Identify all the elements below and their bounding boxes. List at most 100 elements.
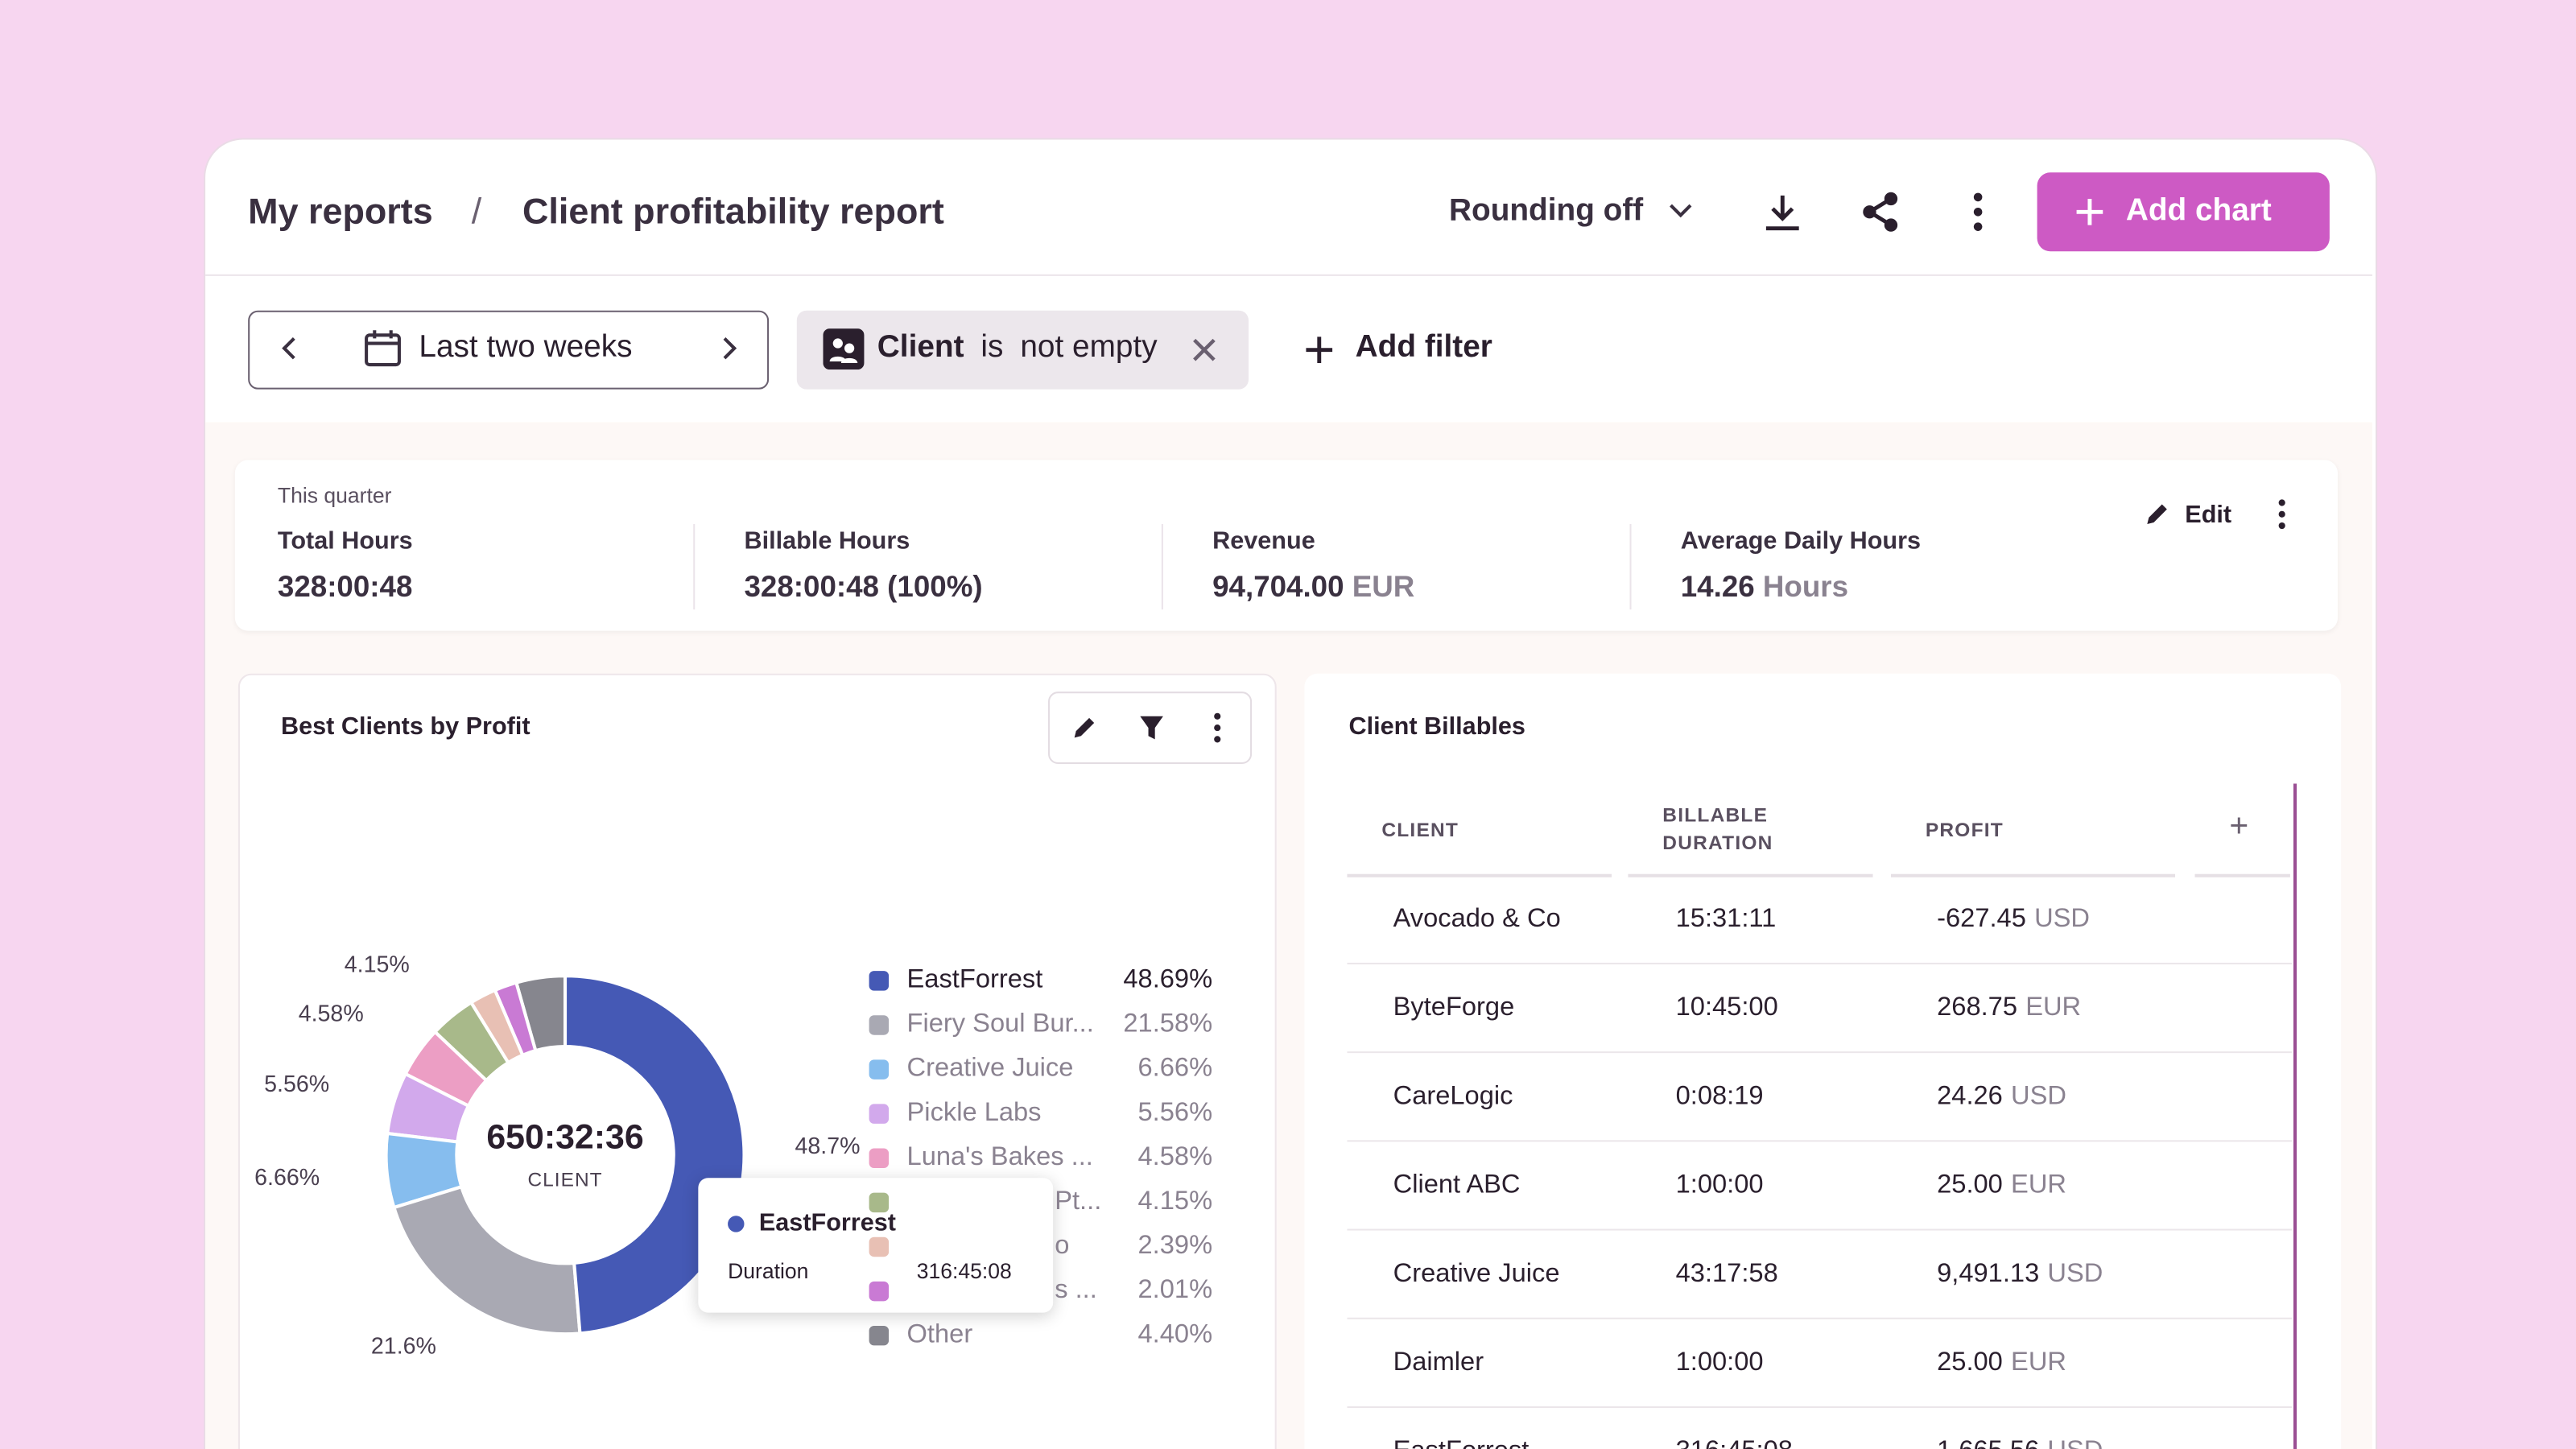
legend-swatch <box>869 1236 890 1257</box>
filter-operator: is <box>980 330 1004 365</box>
edit-icon[interactable] <box>2144 501 2170 527</box>
share-icon[interactable] <box>1860 191 1902 233</box>
duration-cell: 15:31:11 <box>1675 905 1777 934</box>
currency-cell: EUR <box>2011 1171 2066 1199</box>
slice-label: 6.66% <box>254 1165 320 1191</box>
currency-cell: USD <box>2047 1438 2103 1449</box>
profit-cell: 25.00 <box>1937 1171 2003 1199</box>
calendar-icon <box>365 330 401 367</box>
client-icon <box>823 328 865 370</box>
metric-unit: Hours <box>1762 570 1849 603</box>
legend-name: Creative Juice <box>906 1055 1074 1083</box>
legend-value: 21.58% <box>1123 1010 1213 1038</box>
legend-swatch <box>869 1281 890 1302</box>
summary-card <box>234 460 2339 631</box>
metric-value: 328:00:48 (100%) <box>744 570 983 603</box>
legend-value: 6.66% <box>1137 1055 1213 1083</box>
edit-icon[interactable] <box>1071 715 1098 741</box>
filter-icon[interactable] <box>1138 715 1165 741</box>
more-icon[interactable] <box>2270 497 2293 530</box>
legend-name: Pt... <box>1055 1187 1102 1216</box>
tooltip-value: 316:45:08 <box>916 1258 1012 1283</box>
metric-value: 328:00:48 <box>277 570 413 603</box>
row-divider <box>1347 1406 2292 1408</box>
row-divider <box>1347 1228 2292 1231</box>
table-card <box>1304 673 2342 1449</box>
filter-value: not empty <box>1020 330 1158 365</box>
slice-label: 5.56% <box>264 1071 329 1097</box>
center-value: 650:32:36 <box>486 1118 643 1157</box>
legend-name: s ... <box>1055 1276 1097 1305</box>
metric-value: 94,704.00 <box>1212 570 1344 603</box>
client-filter[interactable] <box>796 310 1249 390</box>
more-icon[interactable] <box>1965 191 1992 233</box>
prev-icon[interactable] <box>273 332 306 365</box>
download-icon[interactable] <box>1761 191 1804 233</box>
row-divider <box>1347 1317 2292 1319</box>
chart-toolbar <box>1048 691 1253 764</box>
remove-filter-icon[interactable] <box>1190 335 1220 365</box>
metric-label: Revenue <box>1212 527 1315 555</box>
column-underline <box>1628 873 1873 877</box>
add-filter[interactable]: Add filter <box>1355 330 1492 365</box>
column-underline <box>1890 873 2176 877</box>
legend-swatch <box>869 1104 890 1124</box>
legend-swatch <box>869 1325 890 1346</box>
rounding-dropdown[interactable]: Rounding off <box>1449 193 1644 229</box>
date-picker[interactable] <box>248 310 770 390</box>
metric-divider <box>1629 524 1632 610</box>
row-divider <box>1347 1051 2292 1054</box>
legend-value: 4.40% <box>1137 1320 1213 1349</box>
legend-name: Pickle Labs <box>906 1099 1042 1127</box>
duration-cell: 0:08:19 <box>1675 1082 1764 1111</box>
legend-value: 2.39% <box>1137 1232 1213 1261</box>
column-header: BILLABLE DURATION <box>1662 803 1773 855</box>
date-range[interactable]: Last two weeks <box>419 330 633 365</box>
legend-name: EastForrest <box>906 966 1043 994</box>
donut-slice <box>384 1131 464 1210</box>
more-icon[interactable] <box>1206 712 1229 745</box>
client-cell: ByteForge <box>1393 993 1515 1022</box>
donut-slice <box>391 1184 582 1336</box>
duration-cell: 316:45:08 <box>1676 1438 1793 1449</box>
duration-cell: 10:45:00 <box>1675 993 1778 1022</box>
metric-value: 14.26 <box>1680 570 1755 603</box>
add-column[interactable]: + <box>2229 808 2249 844</box>
metric-unit: EUR <box>1352 570 1415 603</box>
column-header: CLIENT <box>1381 818 1459 841</box>
client-cell: Client ABC <box>1393 1171 1521 1199</box>
column-underline <box>1347 873 1612 877</box>
slice-label: 48.7% <box>795 1133 861 1159</box>
profit-cell: 268.75 <box>1937 993 2017 1022</box>
add-chart-label[interactable]: Add chart <box>2125 193 2272 229</box>
legend-swatch <box>869 1148 890 1169</box>
slice-label: 4.58% <box>299 1001 364 1027</box>
currency-cell: USD <box>2034 905 2091 934</box>
metric-label: Total Hours <box>277 527 413 555</box>
profit-cell: -627.45 <box>1937 905 2026 934</box>
column-header: PROFIT <box>1925 818 2004 841</box>
slice-label: 21.6% <box>371 1334 436 1360</box>
report-title: Client profitability report <box>522 190 944 232</box>
profit-cell: 1,665.56 <box>1937 1438 2039 1449</box>
profit-cell: 24.26 <box>1937 1082 2003 1111</box>
legend-name: Other <box>906 1320 973 1349</box>
table-title: Client Billables <box>1348 712 1525 741</box>
period: This quarter <box>277 483 392 508</box>
donut-slice <box>432 1000 511 1084</box>
breadcrumb[interactable]: My reports <box>248 190 433 232</box>
chart-title: Best Clients by Profit <box>280 712 530 741</box>
row-divider <box>1347 1140 2292 1142</box>
tooltip-name: EastForrest <box>758 1209 897 1237</box>
tooltip-swatch <box>728 1216 745 1232</box>
next-icon[interactable] <box>713 332 746 365</box>
currency-cell: EUR <box>2011 1348 2066 1377</box>
legend-name: o <box>1055 1232 1070 1261</box>
legend-name: Fiery Soul Bur... <box>906 1010 1094 1038</box>
legend-swatch <box>869 1059 890 1080</box>
edit-button[interactable]: Edit <box>2185 501 2232 530</box>
plus-icon <box>2076 198 2103 225</box>
plus-icon <box>1306 336 1333 364</box>
legend-name: Luna's Bakes ... <box>906 1143 1093 1172</box>
